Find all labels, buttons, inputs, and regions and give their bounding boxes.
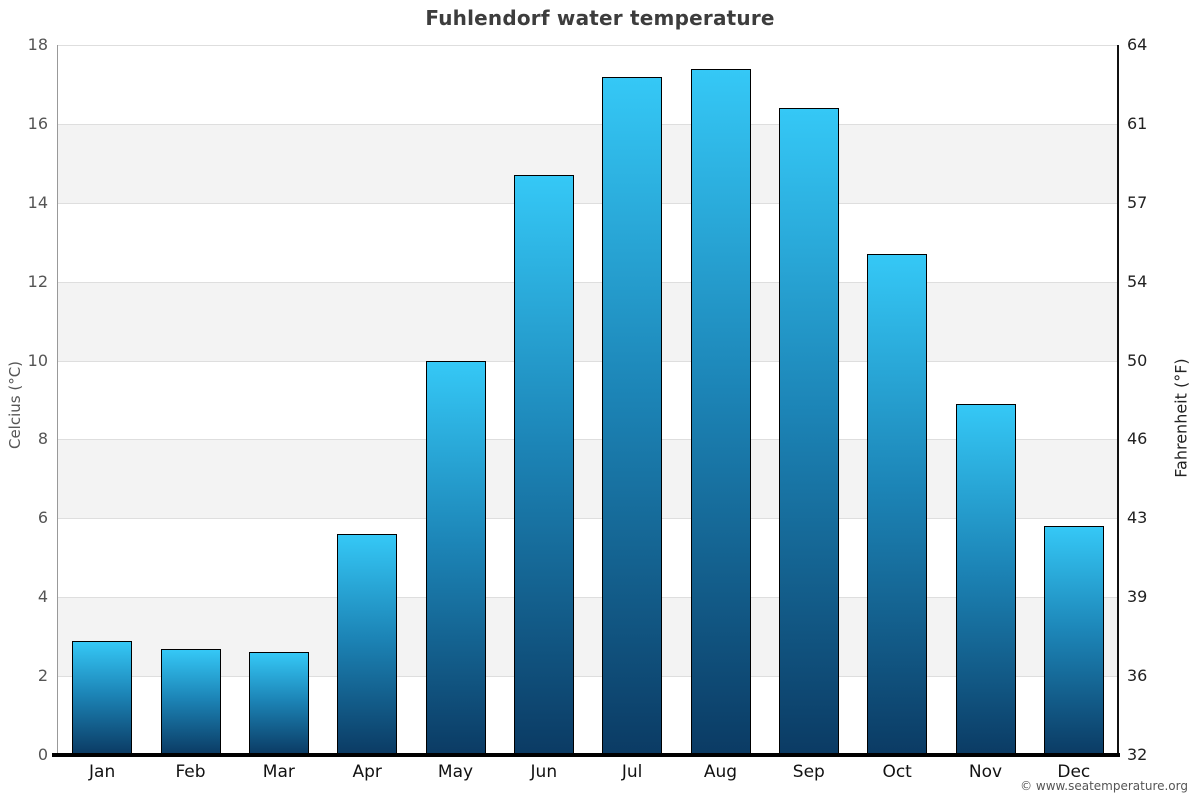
bar-nov [955,403,1016,755]
chart-title: Fuhlendorf water temperature [425,6,775,30]
bar-oct [867,254,928,755]
y-tick-fahrenheit: 32 [1127,745,1148,764]
y-tick-fahrenheit: 43 [1127,508,1148,528]
x-label-apr: Apr [352,762,382,782]
x-label-oct: Oct [882,762,912,782]
x-label-aug: Aug [703,762,738,782]
x-label-mar: Mar [262,762,295,782]
bar-jul [602,76,663,755]
y-tick-celsius: 2 [37,666,48,686]
x-label-feb: Feb [175,762,206,782]
bar-dec [1043,526,1104,755]
x-label-sep: Sep [792,762,825,782]
bar-jun [513,175,574,755]
y-tick-fahrenheit: 54 [1127,271,1148,291]
y-tick-celsius: 16 [27,113,48,133]
x-label-jul: Jul [621,762,643,782]
y-tick-celsius: 12 [27,271,48,291]
bar-apr [337,534,398,755]
gridline [58,123,1118,125]
y-tick-fahrenheit: 61 [1127,113,1148,133]
background-band [58,281,1118,361]
gridline [58,45,1118,46]
y-tick-fahrenheit: 39 [1127,587,1148,607]
background-band [58,597,1118,677]
x-label-may: May [437,762,474,782]
background-band [58,439,1118,519]
gridline [58,202,1118,204]
bar-may [425,360,486,755]
y-tick-fahrenheit: 36 [1127,666,1148,686]
x-axis-line [52,753,1120,757]
bar-feb [160,648,221,755]
plot-area [58,45,1118,755]
gridline [58,597,1118,599]
x-label-jun: Jun [530,762,558,782]
y-tick-celsius: 6 [37,508,48,528]
gridline [58,281,1118,283]
gridline [58,518,1118,520]
gridline [58,439,1118,441]
background-band [58,123,1118,203]
y-tick-celsius: 0 [37,745,48,764]
gridline [58,360,1118,362]
y-tick-celsius: 10 [27,350,48,370]
y-tick-celsius: 8 [37,429,48,449]
gridline [58,676,1118,678]
left-axis-line [57,45,58,755]
y-tick-celsius: 14 [27,192,48,212]
bar-jan [72,640,133,755]
y-tick-celsius: 4 [37,587,48,607]
y-axis-title-fahrenheit: Fahrenheit (°F) [1171,358,1191,478]
copyright-text: © www.seatemperature.org [1020,779,1188,793]
bar-sep [778,108,839,755]
y-tick-fahrenheit: 64 [1127,35,1148,54]
y-tick-fahrenheit: 50 [1127,350,1148,370]
y-tick-fahrenheit: 57 [1127,192,1148,212]
bar-mar [248,652,309,755]
y-tick-fahrenheit: 46 [1127,429,1148,449]
right-axis-line [1117,45,1119,756]
x-label-dec: Dec [1057,762,1091,782]
y-tick-celsius: 18 [27,35,48,54]
x-label-nov: Nov [968,762,1003,782]
x-label-jan: Jan [89,762,116,782]
bar-aug [690,68,751,755]
